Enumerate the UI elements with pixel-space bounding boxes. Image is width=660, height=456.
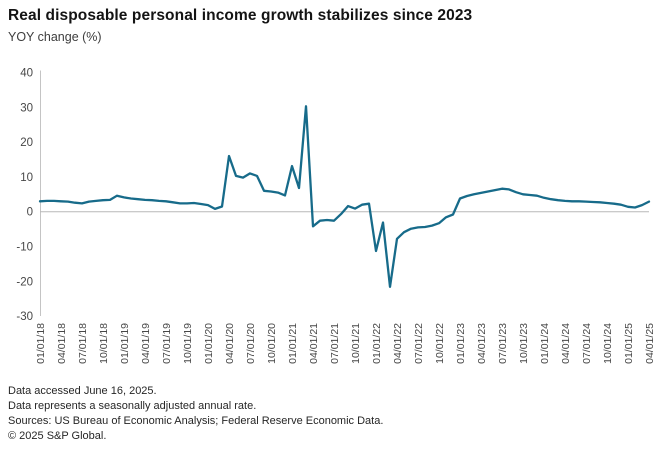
x-tick-label: 07/01/23 (497, 323, 509, 364)
footer-adjustment-note: Data represents a seasonally adjusted an… (8, 400, 257, 412)
x-tick-label: 04/01/19 (140, 323, 152, 364)
x-tick-label: 07/01/18 (77, 323, 89, 364)
footer-copyright: © 2025 S&P Global. (8, 430, 107, 442)
x-tick-label: 04/01/18 (56, 323, 68, 364)
x-tick-label: 04/01/24 (560, 323, 572, 364)
y-tick-label: 10 (20, 172, 33, 184)
y-tick-label: -30 (16, 311, 33, 323)
x-tick-label: 01/01/25 (623, 323, 635, 364)
x-tick-label: 07/01/22 (413, 323, 425, 364)
x-tick-label: 01/01/24 (539, 323, 551, 364)
y-tick-label: 40 (20, 68, 33, 80)
x-tick-label: 04/01/25 (644, 323, 656, 364)
x-tick-label: 07/01/24 (581, 323, 593, 364)
x-tick-label: 10/01/19 (182, 323, 194, 364)
footer-accessed-note: Data accessed June 16, 2025. (8, 385, 157, 397)
x-tick-label: 04/01/20 (224, 323, 236, 364)
x-tick-label: 04/01/22 (392, 323, 404, 364)
x-tick-label: 07/01/21 (329, 323, 341, 364)
x-tick-label: 01/01/22 (371, 323, 383, 364)
x-tick-label: 01/01/19 (119, 323, 131, 364)
x-tick-label: 01/01/23 (455, 323, 467, 364)
x-tick-label: 01/01/20 (203, 323, 215, 364)
footer-sources: Sources: US Bureau of Economic Analysis;… (8, 415, 384, 427)
x-tick-label: 07/01/20 (245, 323, 257, 364)
x-tick-label: 10/01/22 (434, 323, 446, 364)
y-tick-label: 30 (20, 102, 33, 114)
x-tick-label: 10/01/24 (602, 323, 614, 364)
x-tick-label: 01/01/18 (35, 323, 47, 364)
y-tick-label: -10 (16, 241, 33, 253)
x-tick-label: 04/01/23 (476, 323, 488, 364)
y-tick-label: -20 (16, 276, 33, 288)
x-tick-label: 01/01/21 (287, 323, 299, 364)
y-tick-label: 0 (27, 207, 33, 219)
x-tick-label: 10/01/23 (518, 323, 530, 364)
x-tick-label: 10/01/20 (266, 323, 278, 364)
x-tick-label: 07/01/19 (161, 323, 173, 364)
y-tick-label: 20 (20, 137, 33, 149)
chart-header: Real disposable personal income growth s… (8, 6, 652, 45)
x-tick-label: 10/01/21 (350, 323, 362, 364)
chart-footer: Data accessed June 16, 2025. Data repres… (8, 384, 652, 444)
chart-subtitle: YOY change (%) (8, 30, 102, 44)
chart-title: Real disposable personal income growth s… (8, 7, 473, 24)
x-tick-label: 10/01/18 (98, 323, 110, 364)
x-tick-label: 04/01/21 (308, 323, 320, 364)
income-growth-line (38, 105, 651, 288)
